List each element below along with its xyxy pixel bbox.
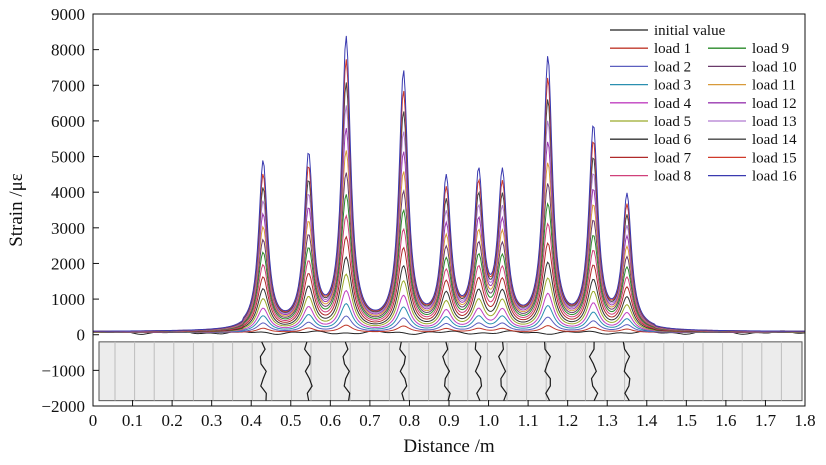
- legend-label: load 9: [752, 41, 789, 57]
- legend-label: load 15: [752, 150, 797, 166]
- x-tick-label: 0: [89, 411, 98, 430]
- legend-label: load 4: [654, 96, 692, 112]
- series-lines: [92, 35, 806, 335]
- legend-label: load 14: [752, 132, 797, 148]
- crack-line: [342, 341, 351, 401]
- x-tick-label: 0.6: [320, 411, 341, 430]
- crack-line: [474, 341, 483, 401]
- x-tick-label: 0.8: [399, 411, 420, 430]
- x-tick-label: 1.0: [478, 411, 499, 430]
- y-tick-label: 7000: [51, 76, 85, 95]
- x-tick-label: 1.8: [794, 411, 815, 430]
- legend-label: load 10: [752, 59, 797, 75]
- crack-line: [442, 341, 451, 401]
- legend-label: load 6: [654, 132, 692, 148]
- y-tick-label: 4000: [51, 183, 85, 202]
- y-tick-label: −1000: [41, 361, 85, 380]
- x-tick-label: 0.3: [201, 411, 222, 430]
- x-tick-label: 0.5: [280, 411, 301, 430]
- crack-line: [622, 341, 631, 402]
- legend-label: load 16: [752, 169, 797, 185]
- x-axis-title: Distance /m: [403, 436, 495, 457]
- legend: initial value load 1 load 2 load 3 load 4 loa…: [610, 23, 797, 185]
- x-tick-label: 1.2: [557, 411, 578, 430]
- series-line-15: [92, 59, 806, 332]
- x-tick-label: 1.3: [597, 411, 618, 430]
- legend-label: load 11: [752, 78, 796, 94]
- y-tick-label: 8000: [51, 41, 85, 60]
- legend-label: load 8: [654, 169, 691, 185]
- y-axis-title: Strain /με: [6, 173, 27, 247]
- beam-body: [98, 341, 803, 402]
- beam-inset: [98, 341, 803, 402]
- legend-label: load 3: [654, 78, 691, 94]
- y-axis: −2000 −1000 0 1000 2000 3000 4000 5000 6000 7000 8…: [41, 5, 99, 416]
- legend-label: load 1: [654, 41, 691, 57]
- legend-label: load 13: [752, 114, 797, 130]
- series-line-16: [92, 35, 806, 332]
- y-tick-label: 3000: [51, 219, 85, 238]
- x-tick-label: 0.9: [438, 411, 459, 430]
- x-tick-label: 1.4: [636, 411, 658, 430]
- legend-label: load 5: [654, 114, 691, 130]
- x-tick-label: 1.7: [755, 411, 777, 430]
- x-tick-label: 1.1: [517, 411, 538, 430]
- y-tick-label: 6000: [51, 112, 85, 131]
- legend-label: load 2: [654, 59, 691, 75]
- crack-line: [498, 341, 508, 401]
- crack-line: [399, 341, 408, 401]
- legend-label: load 7: [654, 150, 692, 166]
- y-tick-label: 0: [77, 326, 86, 345]
- x-tick-label: 0.2: [161, 411, 182, 430]
- y-tick-label: 1000: [51, 290, 85, 309]
- x-tick-label: 0.7: [359, 411, 381, 430]
- x-axis: 0 0.1 0.2 0.3 0.4 0.5 0.6 0.7 0.8 0.9 1.0 1.1 1.2 1.3…: [89, 400, 816, 430]
- series-line-3: [93, 303, 805, 333]
- crack-line: [303, 341, 313, 401]
- y-tick-label: 5000: [51, 148, 85, 167]
- series-line-0: [92, 330, 806, 335]
- crack-line: [588, 341, 599, 401]
- x-tick-label: 1.5: [676, 411, 697, 430]
- legend-label: load 12: [752, 96, 797, 112]
- x-tick-label: 0.4: [241, 411, 263, 430]
- crack-line: [544, 341, 551, 401]
- x-tick-label: 0.1: [122, 411, 143, 430]
- y-tick-label: 9000: [51, 5, 85, 24]
- y-tick-label: −2000: [41, 397, 85, 416]
- crack-line: [259, 341, 267, 401]
- y-tick-label: 2000: [51, 254, 85, 273]
- legend-label: initial value: [654, 23, 726, 39]
- x-tick-label: 1.6: [715, 411, 736, 430]
- series-line-5: [93, 273, 805, 333]
